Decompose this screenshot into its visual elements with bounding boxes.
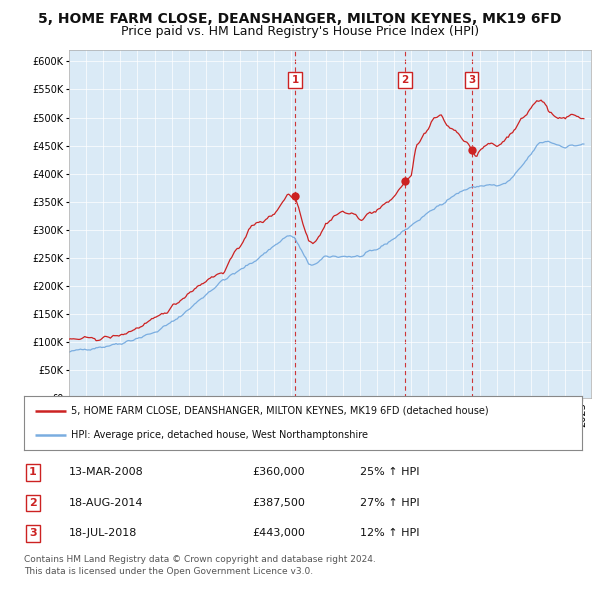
- Text: 3: 3: [468, 75, 476, 85]
- Text: £387,500: £387,500: [252, 498, 305, 508]
- Text: 12% ↑ HPI: 12% ↑ HPI: [360, 529, 419, 539]
- Text: £443,000: £443,000: [252, 529, 305, 539]
- Text: Contains HM Land Registry data © Crown copyright and database right 2024.
This d: Contains HM Land Registry data © Crown c…: [24, 555, 376, 576]
- Text: 18-AUG-2014: 18-AUG-2014: [69, 498, 143, 508]
- Text: 2: 2: [29, 498, 37, 508]
- Text: £360,000: £360,000: [252, 467, 305, 477]
- Text: 5, HOME FARM CLOSE, DEANSHANGER, MILTON KEYNES, MK19 6FD (detached house): 5, HOME FARM CLOSE, DEANSHANGER, MILTON …: [71, 406, 489, 416]
- Text: 3: 3: [29, 529, 37, 539]
- Text: 1: 1: [29, 467, 37, 477]
- Text: HPI: Average price, detached house, West Northamptonshire: HPI: Average price, detached house, West…: [71, 430, 368, 440]
- Text: Price paid vs. HM Land Registry's House Price Index (HPI): Price paid vs. HM Land Registry's House …: [121, 25, 479, 38]
- Text: 1: 1: [292, 75, 299, 85]
- Text: 13-MAR-2008: 13-MAR-2008: [69, 467, 144, 477]
- Text: 18-JUL-2018: 18-JUL-2018: [69, 529, 137, 539]
- Text: 27% ↑ HPI: 27% ↑ HPI: [360, 498, 419, 508]
- Text: 2: 2: [401, 75, 409, 85]
- Text: 5, HOME FARM CLOSE, DEANSHANGER, MILTON KEYNES, MK19 6FD: 5, HOME FARM CLOSE, DEANSHANGER, MILTON …: [38, 12, 562, 26]
- Text: 25% ↑ HPI: 25% ↑ HPI: [360, 467, 419, 477]
